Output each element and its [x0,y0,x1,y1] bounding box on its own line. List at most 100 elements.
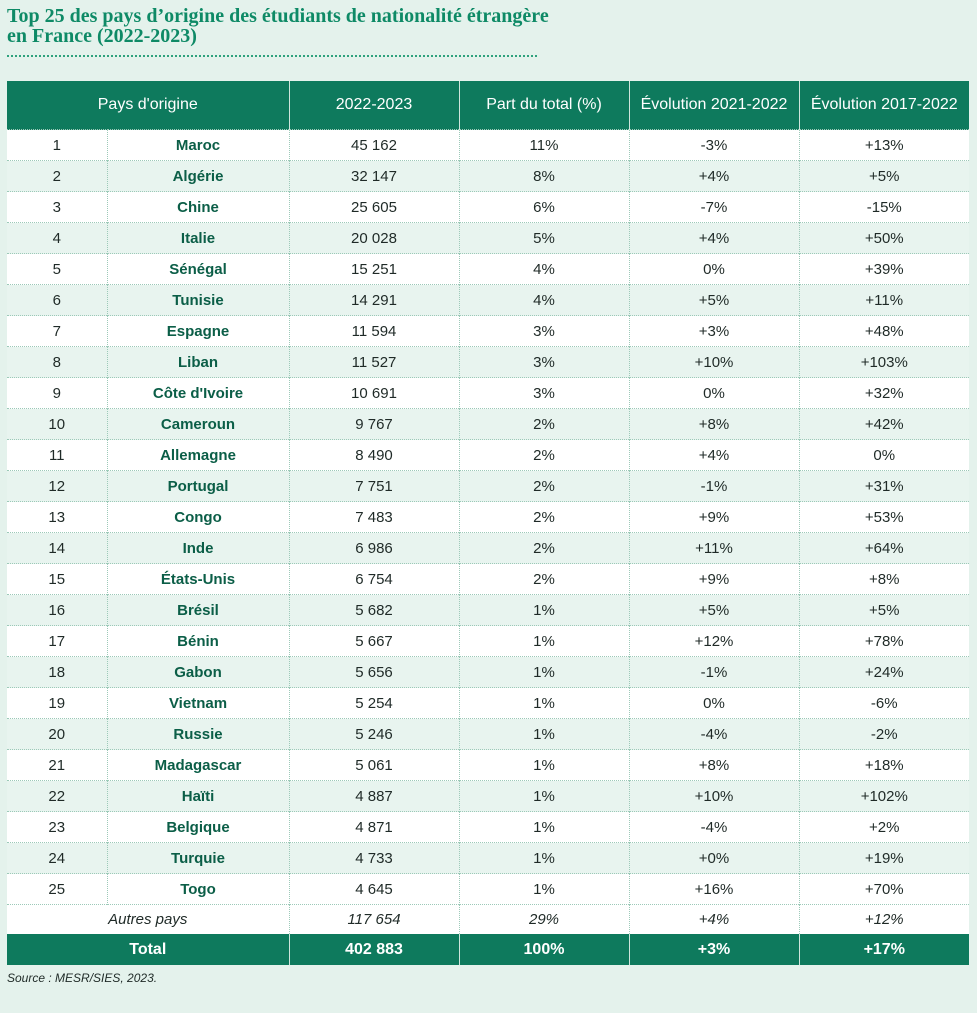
table-row: 21 Madagascar 5 061 1% +8% +18% [7,749,969,781]
evo-2021-2022-cell: +4% [628,439,799,471]
total-evo-2021-2022: +3% [628,934,799,965]
share-cell: 4% [458,284,629,316]
total-share: 100% [458,934,629,965]
country-cell: Togo [106,873,289,905]
evo-2017-2022-cell: 0% [798,439,969,471]
evo-2017-2022-cell: -2% [798,718,969,750]
evo-2017-2022-cell: +2% [798,811,969,843]
table-row: 22 Haïti 4 887 1% +10% +102% [7,780,969,812]
evo-2017-2022-cell: +8% [798,563,969,595]
share-cell: 1% [458,594,629,626]
evo-2017-2022-cell: +78% [798,625,969,657]
count-cell: 14 291 [288,284,459,316]
share-cell: 1% [458,687,629,719]
autres-share: 29% [458,904,629,934]
share-cell: 11% [458,129,629,161]
count-cell: 20 028 [288,222,459,254]
autres-evo-2017-2022: +12% [798,904,969,934]
count-cell: 7 751 [288,470,459,502]
count-cell: 5 246 [288,718,459,750]
country-cell: Russie [106,718,289,750]
evo-2021-2022-cell: +16% [628,873,799,905]
table-row: 24 Turquie 4 733 1% +0% +19% [7,842,969,874]
count-cell: 4 887 [288,780,459,812]
rank-cell: 22 [7,780,107,812]
country-cell: Belgique [106,811,289,843]
rank-cell: 4 [7,222,107,254]
total-count: 402 883 [288,934,459,965]
evo-2017-2022-cell: +13% [798,129,969,161]
evo-2021-2022-cell: -4% [628,811,799,843]
evo-2017-2022-cell: +48% [798,315,969,347]
country-cell: Chine [106,191,289,223]
evo-2021-2022-cell: +5% [628,284,799,316]
country-cell: Madagascar [106,749,289,781]
evo-2017-2022-cell: +42% [798,408,969,440]
page-title: Top 25 des pays d’origine des étudiants … [7,5,549,47]
country-cell: Allemagne [106,439,289,471]
country-cell: Algérie [106,160,289,192]
rank-cell: 19 [7,687,107,719]
evo-2017-2022-cell: +102% [798,780,969,812]
rank-cell: 5 [7,253,107,285]
evo-2017-2022-cell: +19% [798,842,969,874]
count-cell: 25 605 [288,191,459,223]
count-cell: 15 251 [288,253,459,285]
evo-2017-2022-cell: +50% [798,222,969,254]
evo-2017-2022-cell: +103% [798,346,969,378]
autres-count: 117 654 [288,904,459,934]
table-row: 2 Algérie 32 147 8% +4% +5% [7,160,969,192]
count-cell: 11 594 [288,315,459,347]
rank-cell: 3 [7,191,107,223]
autres-row: Autres pays 117 654 29% +4% +12% [7,904,969,934]
count-cell: 5 254 [288,687,459,719]
table-row: 10 Cameroun 9 767 2% +8% +42% [7,408,969,440]
share-cell: 2% [458,470,629,502]
header-share: Part du total (%) [459,81,630,130]
share-cell: 2% [458,439,629,471]
share-cell: 2% [458,501,629,533]
count-cell: 7 483 [288,501,459,533]
count-cell: 4 645 [288,873,459,905]
evo-2021-2022-cell: -1% [628,470,799,502]
share-cell: 2% [458,532,629,564]
table-row: 6 Tunisie 14 291 4% +5% +11% [7,284,969,316]
country-cell: Sénégal [106,253,289,285]
share-cell: 1% [458,780,629,812]
country-cell: Espagne [106,315,289,347]
country-cell: Bénin [106,625,289,657]
table-row: 4 Italie 20 028 5% +4% +50% [7,222,969,254]
rank-cell: 16 [7,594,107,626]
count-cell: 45 162 [288,129,459,161]
share-cell: 5% [458,222,629,254]
country-cell: Italie [106,222,289,254]
count-cell: 11 527 [288,346,459,378]
rank-cell: 11 [7,439,107,471]
table-row: 19 Vietnam 5 254 1% 0% -6% [7,687,969,719]
table-row: 16 Brésil 5 682 1% +5% +5% [7,594,969,626]
total-label: Total [7,934,289,965]
header-pays: Pays d'origine [7,81,290,130]
count-cell: 8 490 [288,439,459,471]
country-cell: Portugal [106,470,289,502]
table-row: 25 Togo 4 645 1% +16% +70% [7,873,969,905]
rank-cell: 24 [7,842,107,874]
evo-2021-2022-cell: 0% [628,377,799,409]
evo-2017-2022-cell: +53% [798,501,969,533]
table-row: 11 Allemagne 8 490 2% +4% 0% [7,439,969,471]
country-cell: États-Unis [106,563,289,595]
share-cell: 3% [458,346,629,378]
evo-2021-2022-cell: +3% [628,315,799,347]
table-row: 9 Côte d'Ivoire 10 691 3% 0% +32% [7,377,969,409]
evo-2017-2022-cell: +18% [798,749,969,781]
evo-2021-2022-cell: -1% [628,656,799,688]
evo-2021-2022-cell: +11% [628,532,799,564]
country-cell: Haïti [106,780,289,812]
table-row: 13 Congo 7 483 2% +9% +53% [7,501,969,533]
evo-2021-2022-cell: -3% [628,129,799,161]
count-cell: 5 061 [288,749,459,781]
evo-2021-2022-cell: +10% [628,780,799,812]
evo-2021-2022-cell: +12% [628,625,799,657]
evo-2017-2022-cell: +70% [798,873,969,905]
rank-cell: 13 [7,501,107,533]
